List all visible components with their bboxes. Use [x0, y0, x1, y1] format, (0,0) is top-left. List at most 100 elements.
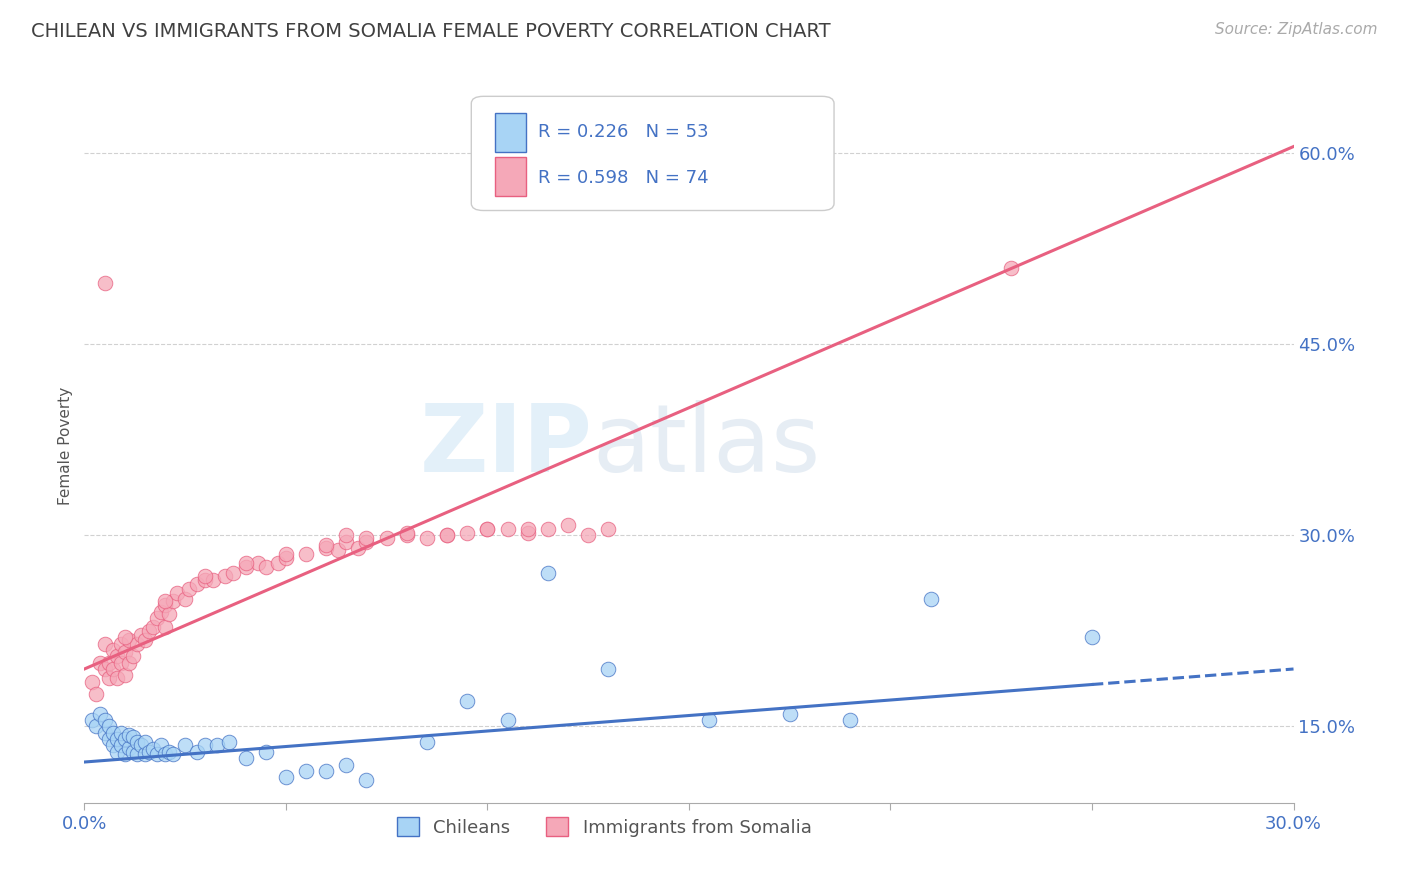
- Point: [93, 725, 115, 739]
- Point: [779, 706, 801, 721]
- Point: [82, 674, 104, 689]
- Point: [89, 656, 111, 670]
- Point: [347, 541, 370, 555]
- Point: [295, 764, 318, 778]
- Point: [516, 525, 538, 540]
- Point: [134, 747, 156, 762]
- Point: [101, 725, 124, 739]
- Point: [101, 643, 124, 657]
- Point: [125, 636, 148, 650]
- Point: [146, 747, 169, 762]
- Point: [214, 569, 236, 583]
- Point: [97, 732, 120, 747]
- Point: [335, 534, 357, 549]
- Point: [218, 734, 240, 748]
- Point: [153, 599, 176, 613]
- Point: [496, 713, 519, 727]
- Legend: Chileans, Immigrants from Somalia: Chileans, Immigrants from Somalia: [389, 810, 818, 844]
- Point: [105, 649, 128, 664]
- Point: [110, 725, 132, 739]
- Point: [153, 620, 176, 634]
- Point: [162, 594, 184, 608]
- Point: [598, 522, 620, 536]
- Point: [125, 747, 148, 762]
- FancyBboxPatch shape: [471, 96, 834, 211]
- Point: [1081, 630, 1104, 644]
- Point: [134, 734, 156, 748]
- Text: CHILEAN VS IMMIGRANTS FROM SOMALIA FEMALE POVERTY CORRELATION CHART: CHILEAN VS IMMIGRANTS FROM SOMALIA FEMAL…: [31, 22, 831, 41]
- Point: [274, 547, 297, 561]
- Point: [335, 757, 357, 772]
- Point: [356, 772, 378, 787]
- Point: [97, 656, 120, 670]
- Point: [93, 276, 115, 290]
- Point: [129, 739, 152, 753]
- Point: [114, 630, 136, 644]
- Point: [207, 739, 229, 753]
- Point: [235, 751, 257, 765]
- Text: Source: ZipAtlas.com: Source: ZipAtlas.com: [1215, 22, 1378, 37]
- Point: [142, 742, 165, 756]
- Point: [121, 730, 143, 744]
- Point: [146, 611, 169, 625]
- Point: [456, 694, 478, 708]
- Point: [118, 632, 141, 647]
- Point: [254, 560, 277, 574]
- Point: [356, 534, 378, 549]
- Point: [295, 547, 318, 561]
- Point: [162, 747, 184, 762]
- Text: R = 0.598   N = 74: R = 0.598 N = 74: [538, 169, 709, 187]
- Point: [121, 745, 143, 759]
- Point: [477, 522, 499, 536]
- Point: [456, 525, 478, 540]
- Text: ZIP: ZIP: [419, 400, 592, 492]
- Y-axis label: Female Poverty: Female Poverty: [58, 387, 73, 505]
- Point: [89, 706, 111, 721]
- Point: [118, 656, 141, 670]
- Point: [121, 649, 143, 664]
- Point: [416, 531, 439, 545]
- Point: [395, 525, 418, 540]
- Point: [138, 745, 160, 759]
- Point: [142, 620, 165, 634]
- Point: [194, 739, 217, 753]
- Point: [194, 569, 217, 583]
- Bar: [495, 112, 526, 152]
- Point: [537, 522, 560, 536]
- Point: [557, 518, 579, 533]
- Point: [93, 662, 115, 676]
- Point: [174, 591, 197, 606]
- Point: [114, 732, 136, 747]
- Point: [174, 739, 197, 753]
- Point: [395, 528, 418, 542]
- Bar: [495, 157, 526, 196]
- Point: [138, 624, 160, 638]
- Point: [134, 632, 156, 647]
- Point: [157, 745, 180, 759]
- Point: [335, 528, 357, 542]
- Point: [202, 573, 225, 587]
- Point: [496, 522, 519, 536]
- Point: [114, 645, 136, 659]
- Point: [125, 734, 148, 748]
- Point: [1000, 260, 1022, 275]
- Point: [93, 713, 115, 727]
- Point: [267, 556, 290, 570]
- Point: [246, 556, 269, 570]
- Point: [194, 573, 217, 587]
- Point: [516, 522, 538, 536]
- Point: [110, 656, 132, 670]
- Text: R = 0.226   N = 53: R = 0.226 N = 53: [538, 123, 709, 141]
- Point: [315, 541, 337, 555]
- Point: [129, 627, 152, 641]
- Point: [110, 636, 132, 650]
- Point: [149, 739, 172, 753]
- Point: [356, 531, 378, 545]
- Point: [82, 713, 104, 727]
- Point: [97, 719, 120, 733]
- Point: [375, 531, 398, 545]
- Point: [576, 528, 599, 542]
- Point: [920, 591, 942, 606]
- Point: [598, 662, 620, 676]
- Point: [114, 747, 136, 762]
